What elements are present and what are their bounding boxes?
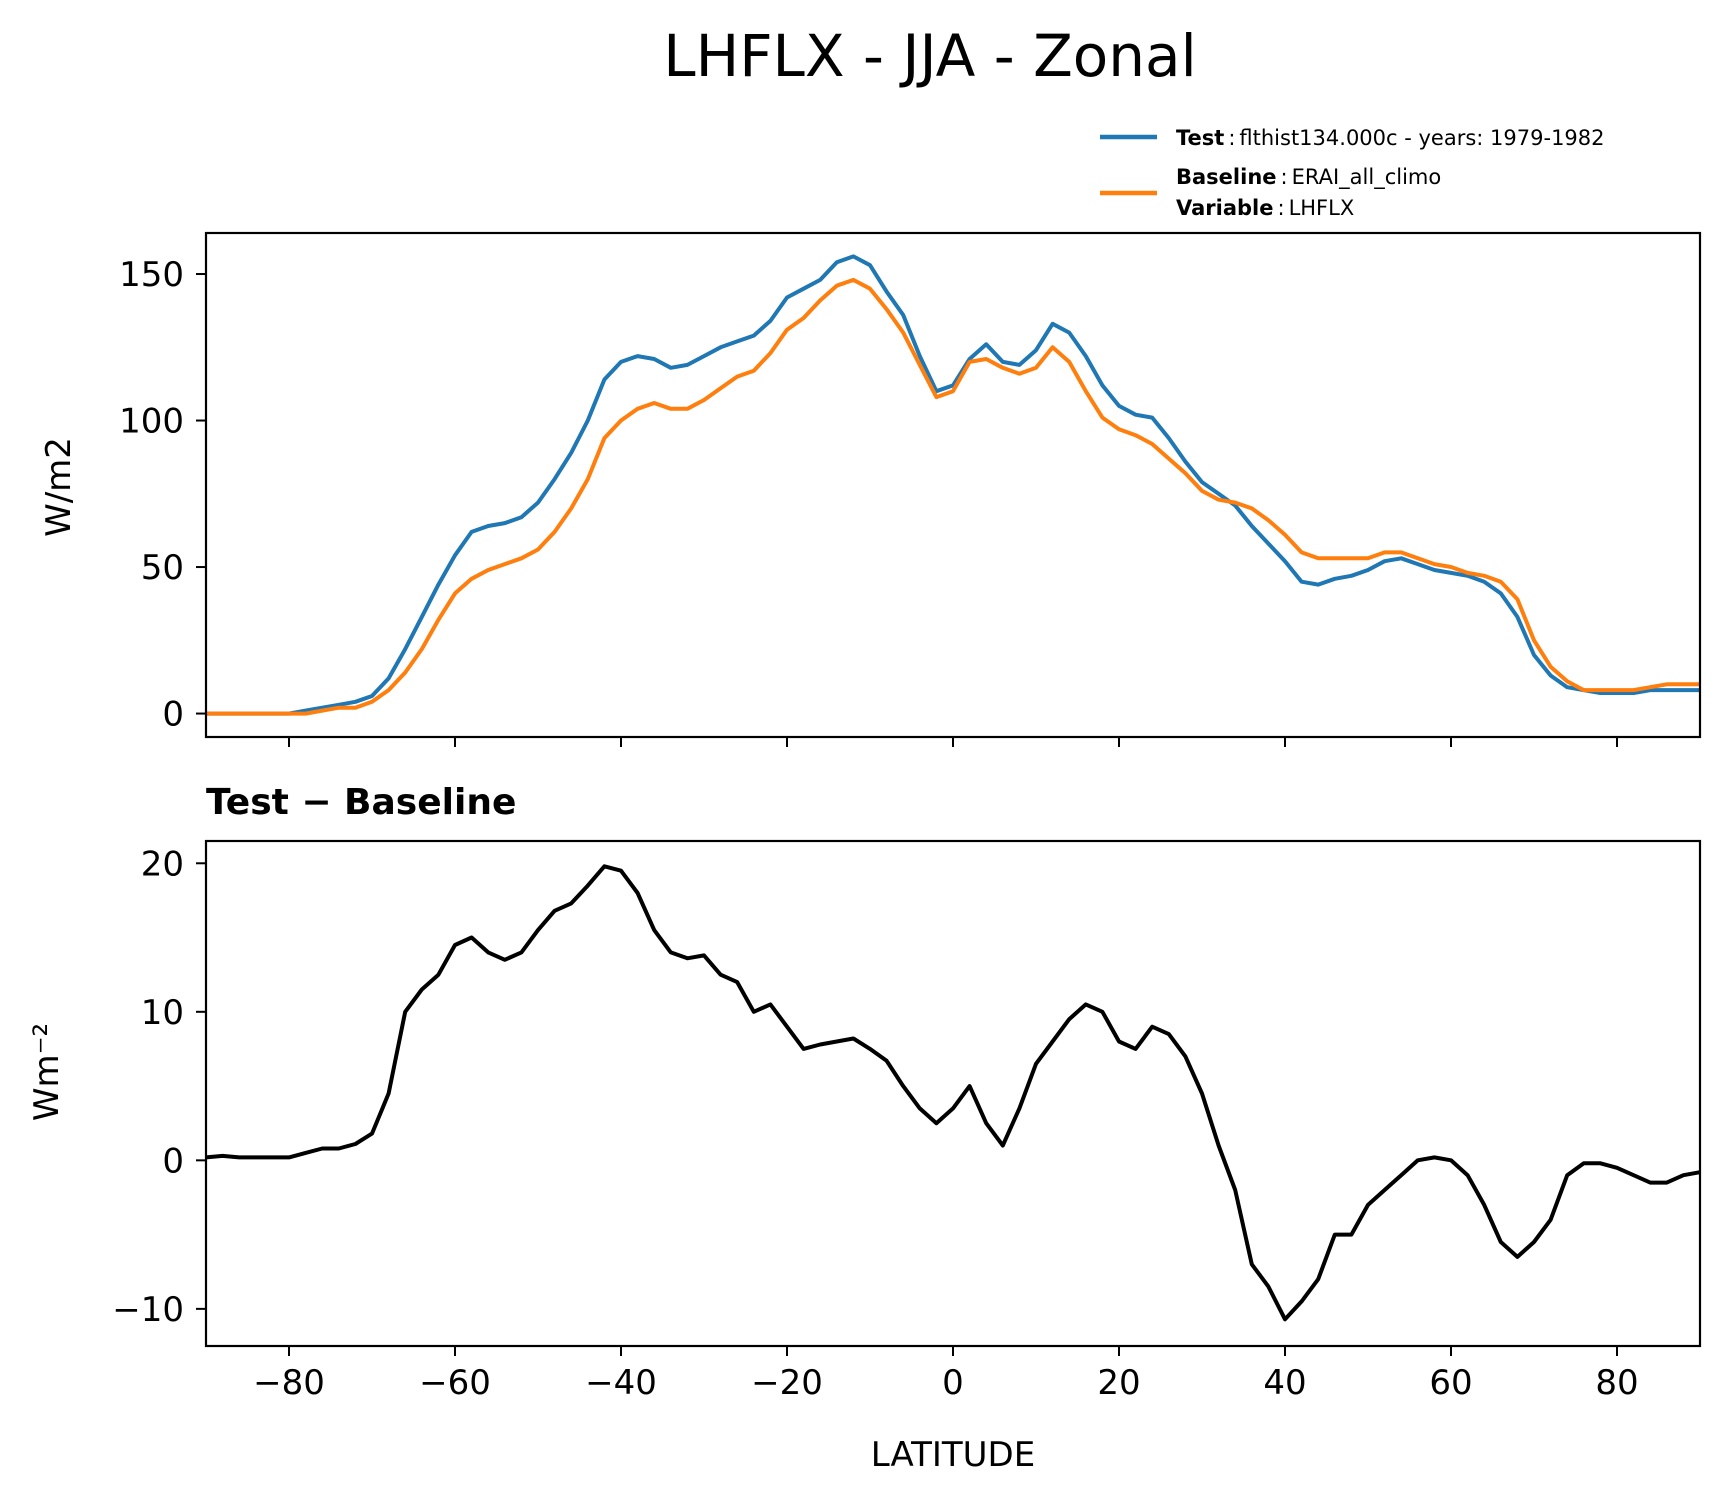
bottom-xtick-label: −20 xyxy=(751,1363,823,1403)
legend-baseline-entry: Baseline: ERAI_all_climo xyxy=(1176,165,1441,190)
top-ytick-label: 100 xyxy=(119,402,184,442)
top-ytick-label: 50 xyxy=(141,548,184,588)
bottom-ytick-label: −10 xyxy=(112,1290,184,1330)
top-ytick-label: 0 xyxy=(162,695,184,735)
top-ylabel: W/m2 xyxy=(39,437,79,537)
top-panel: W/m2 0 50 100 150 xyxy=(39,231,1702,747)
bottom-ticks: −80 −60 −40 −20 0 20 40 60 80 −10 0 10 20 xyxy=(112,844,1638,1403)
bottom-ytick-label: 0 xyxy=(162,1141,184,1181)
figure-title: LHFLX - JJA - Zonal xyxy=(663,22,1196,90)
bottom-ytick-label: 20 xyxy=(141,844,184,884)
bottom-ylabel: Wm⁻² xyxy=(27,1023,67,1121)
top-series-line-2 xyxy=(206,277,1700,716)
bottom-series-line-1 xyxy=(205,864,1701,1322)
legend-test-text: flthist134.000c - years: 1979-1982 xyxy=(1239,126,1604,150)
legend: Test: flthist134.000c - years: 1979-1982 … xyxy=(1100,126,1605,220)
bottom-xtick-label: 60 xyxy=(1429,1363,1472,1403)
legend-variable-text: LHFLX xyxy=(1289,196,1355,220)
top-axes-frame xyxy=(204,231,1702,739)
bottom-xtick-label: −40 xyxy=(585,1363,657,1403)
bottom-xtick-label: 40 xyxy=(1263,1363,1306,1403)
top-ticks: 0 50 100 150 xyxy=(119,255,1618,747)
bottom-subtitle: Test − Baseline xyxy=(206,782,516,823)
bottom-ytick-label: 10 xyxy=(141,993,184,1033)
top-series xyxy=(206,254,1700,716)
bottom-axes-frame xyxy=(204,839,1702,1348)
bottom-xtick-label: −60 xyxy=(419,1363,491,1403)
top-ytick-label: 150 xyxy=(119,255,184,295)
bottom-panel: Test − Baseline Wm⁻² LATITUDE −80 −60 −40−… xyxy=(27,782,1702,1475)
legend-baseline-key: Baseline xyxy=(1176,165,1277,189)
bottom-xtick-label: 20 xyxy=(1097,1363,1140,1403)
top-series-line-1 xyxy=(206,254,1700,716)
bottom-xtick-label: 80 xyxy=(1595,1363,1638,1403)
bottom-xtick-label: −80 xyxy=(253,1363,325,1403)
legend-variable-entry: Variable: LHFLX xyxy=(1176,196,1354,220)
legend-baseline-text: ERAI_all_climo xyxy=(1292,165,1442,190)
bottom-xtick-label: 0 xyxy=(942,1363,964,1403)
bottom-xlabel: LATITUDE xyxy=(871,1435,1035,1475)
legend-test-key: Test xyxy=(1176,126,1224,150)
legend-variable-key: Variable xyxy=(1176,196,1273,220)
legend-test-entry: Test: flthist134.000c - years: 1979-1982 xyxy=(1176,126,1605,150)
bottom-series xyxy=(205,864,1701,1322)
